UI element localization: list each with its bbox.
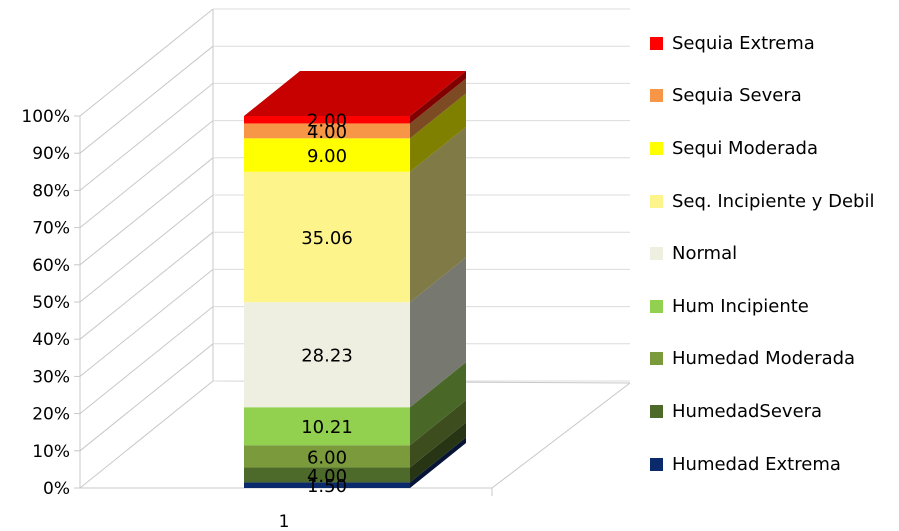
legend-label: Seq. Incipiente y Debil [672, 190, 875, 212]
bar-side-face [410, 71, 466, 124]
bar-side-face [410, 437, 466, 488]
legend-swatch [650, 352, 663, 366]
legend-item: Sequia Severa [650, 70, 895, 123]
legend-label: Hum Incipiente [672, 295, 809, 317]
gridline-diagonal [79, 83, 214, 191]
legend: Sequia Extrema Sequia Severa Sequi Moderad… [650, 17, 895, 490]
bar-front-face [244, 123, 410, 139]
legend-swatch [650, 457, 663, 471]
bar-segment-hum-incipiente [244, 362, 466, 446]
bar-side-face [410, 362, 466, 446]
y-tick-label: 100% [21, 107, 70, 127]
y-tick-label: 80% [32, 181, 70, 201]
bar-front-face [244, 138, 410, 172]
gridline-diagonal [79, 231, 214, 340]
bar-side-face [410, 126, 466, 303]
bar-segment-normal [244, 257, 466, 408]
bar-front-face [244, 407, 410, 446]
legend-label: HumedadSevera [672, 400, 823, 422]
bar-top-face [244, 71, 466, 116]
gridline-diagonal [79, 120, 214, 228]
legend-swatch [650, 36, 663, 50]
bar-side-face [410, 422, 466, 483]
gridline-diagonal [79, 343, 214, 452]
y-tick-label: 30% [32, 367, 70, 387]
gridline-diagonal [79, 45, 214, 154]
y-tick-label: 20% [32, 405, 70, 425]
bar-segments [244, 71, 466, 488]
bar-segment-sequia-extrema [244, 71, 466, 124]
bar-front-face [244, 467, 410, 483]
legend-label: Humedad Moderada [672, 348, 856, 370]
data-label: 9.00 [307, 146, 347, 167]
data-label: 35.06 [301, 228, 353, 249]
bar-front-face [244, 302, 410, 408]
gridline-diagonal [79, 8, 214, 117]
y-tick-label: 60% [32, 256, 70, 276]
legend-item: Humedad Moderada [650, 333, 895, 386]
legend-item: Seq. Incipiente y Debil [650, 175, 895, 228]
x-tick-label: 1 [279, 512, 290, 531]
data-label: 6.00 [307, 447, 347, 468]
bar-segment-seq-incipiente-y-debil [244, 126, 466, 303]
legend-swatch [650, 194, 663, 208]
x-axis-tick-labels: 1 [279, 512, 290, 531]
legend-label: Sequi Moderada [672, 137, 818, 159]
bar-front-face [244, 445, 410, 468]
data-label: 4.00 [307, 466, 347, 487]
bar-side-face [410, 400, 466, 468]
y-tick-label: 0% [43, 479, 70, 499]
legend-label: Humedad Extrema [672, 453, 841, 475]
y-tick-label: 90% [32, 144, 70, 164]
gridline-diagonal [79, 380, 214, 489]
data-label: 1.50 [307, 476, 347, 497]
y-tick-label: 10% [32, 442, 70, 462]
legend-item: Normal [650, 227, 895, 280]
bar-segment-humedad-extrema [244, 437, 466, 488]
data-label: 4.00 [307, 122, 347, 143]
data-label: 10.21 [301, 417, 353, 438]
bar-side-face [410, 93, 466, 172]
legend-item: Sequia Extrema [650, 17, 895, 70]
legend-swatch [650, 299, 663, 313]
gridline-diagonal [79, 269, 214, 377]
y-tick-label: 40% [32, 330, 70, 350]
data-label: 28.23 [301, 346, 353, 367]
legend-label: Normal [672, 243, 738, 265]
bar-side-face [410, 257, 466, 408]
legend-item: Sequi Moderada [650, 122, 895, 175]
floor-right-edge [491, 382, 631, 489]
data-label: 2.00 [307, 111, 347, 132]
legend-swatch [650, 141, 663, 155]
bar-front-face [244, 171, 410, 303]
legend-label: Sequia Extrema [672, 32, 815, 54]
bar-segment-sequia-severa [244, 78, 466, 139]
bar-front-face [244, 116, 410, 124]
y-tick-label: 70% [32, 219, 70, 239]
bar-segment-humedad-moderada [244, 400, 466, 468]
legend-swatch [650, 247, 663, 261]
gridline-diagonal [79, 194, 214, 303]
legend-item: Hum Incipiente [650, 280, 895, 333]
bar-segment-sequi-moderada [244, 93, 466, 172]
legend-swatch [650, 404, 663, 418]
legend-item: HumedadSevera [650, 385, 895, 438]
bar-side-face [410, 78, 466, 139]
legend-item: Humedad Extrema [650, 438, 895, 491]
bar-segment-humedadsevera [244, 422, 466, 483]
legend-swatch [650, 89, 663, 103]
y-tick-label: 50% [32, 293, 70, 313]
bar-front-face [244, 482, 410, 488]
y-axis-tick-labels: 0% 10% 20% 30% 40% 50% 60% 70% 80% 90% 100% [21, 107, 70, 499]
gridline-diagonal [79, 306, 214, 414]
gridline-diagonal [79, 157, 214, 266]
legend-label: Sequia Severa [672, 85, 802, 107]
